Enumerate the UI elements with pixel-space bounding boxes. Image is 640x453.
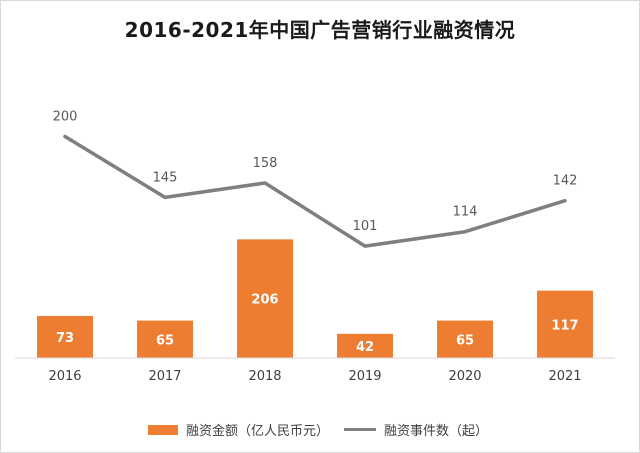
line-label-2019: 101	[353, 219, 378, 234]
bar-2017	[137, 320, 193, 358]
bar-2021	[537, 290, 593, 358]
bar-label-2016: 73	[56, 331, 74, 346]
legend-bar-swatch	[148, 424, 178, 435]
bar-label-2017: 65	[156, 333, 174, 348]
x-tick-label-2018: 2018	[248, 369, 281, 384]
line-label-2016: 200	[53, 109, 78, 124]
x-tick-label-2020: 2020	[448, 369, 481, 384]
x-tick-label-2016: 2016	[48, 369, 81, 384]
legend-line-label: 融资事件数（起）	[384, 424, 489, 439]
bar-label-2019: 42	[356, 340, 374, 355]
x-tick-label-2019: 2019	[348, 369, 381, 384]
legend-item-line: 融资事件数（起）	[344, 420, 488, 439]
bar-label-2020: 65	[456, 333, 474, 348]
chart-title: 2016-2021年中国广告营销行业融资情况	[124, 18, 516, 42]
bar-2018	[237, 239, 293, 358]
line-series-events	[63, 134, 567, 248]
line-label-2017: 145	[153, 170, 178, 185]
line-label-2018: 158	[253, 156, 278, 171]
bar-label-2018: 206	[251, 293, 278, 308]
bar-2019	[337, 333, 393, 358]
bar-2020	[437, 320, 493, 358]
line-label-2020: 114	[453, 205, 478, 220]
x-tick-label-2021: 2021	[548, 369, 581, 384]
legend-bar-label: 融资金额（亿人民币元）	[186, 424, 330, 439]
x-tick-label-2017: 2017	[148, 369, 181, 384]
line-label-2021: 142	[553, 174, 578, 189]
legend-item-bar: 融资金额（亿人民币元）	[148, 420, 329, 439]
legend-line-swatch	[344, 428, 376, 431]
bar-label-2021: 117	[551, 318, 578, 333]
bar-2016	[37, 315, 93, 358]
